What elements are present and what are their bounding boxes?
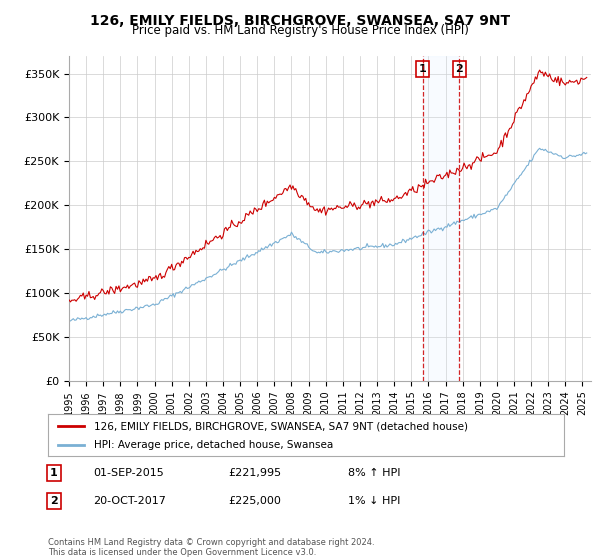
Text: 8% ↑ HPI: 8% ↑ HPI [348,468,401,478]
Text: £221,995: £221,995 [228,468,281,478]
Text: Price paid vs. HM Land Registry's House Price Index (HPI): Price paid vs. HM Land Registry's House … [131,24,469,36]
Text: 1: 1 [419,64,427,74]
Text: 01-SEP-2015: 01-SEP-2015 [93,468,164,478]
Text: Contains HM Land Registry data © Crown copyright and database right 2024.
This d: Contains HM Land Registry data © Crown c… [48,538,374,557]
Text: 2: 2 [50,496,58,506]
Text: 1: 1 [50,468,58,478]
Bar [423,56,459,381]
Text: HPI: Average price, detached house, Swansea: HPI: Average price, detached house, Swan… [94,440,334,450]
Text: £225,000: £225,000 [228,496,281,506]
Text: 20-OCT-2017: 20-OCT-2017 [93,496,166,506]
Text: 126, EMILY FIELDS, BIRCHGROVE, SWANSEA, SA7 9NT (detached house): 126, EMILY FIELDS, BIRCHGROVE, SWANSEA, … [94,421,469,431]
Text: 126, EMILY FIELDS, BIRCHGROVE, SWANSEA, SA7 9NT: 126, EMILY FIELDS, BIRCHGROVE, SWANSEA, … [90,14,510,28]
Text: 1% ↓ HPI: 1% ↓ HPI [348,496,400,506]
Text: 2: 2 [455,64,463,74]
